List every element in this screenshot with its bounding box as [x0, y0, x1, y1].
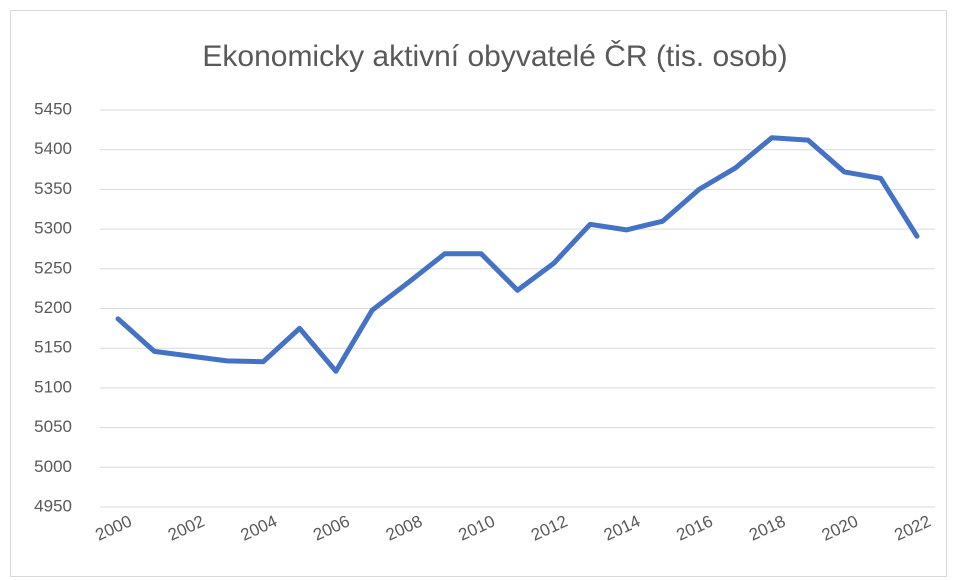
y-tick-label: 5400: [34, 139, 72, 158]
y-tick-label: 5300: [34, 219, 72, 238]
y-tick-label: 5150: [34, 338, 72, 357]
y-tick-label: 5350: [34, 179, 72, 198]
chart-border: [10, 10, 947, 577]
y-tick-label: 5250: [34, 258, 72, 277]
y-tick-label: 5450: [34, 99, 72, 118]
y-tick-label: 5050: [34, 417, 72, 436]
chart-title: Ekonomicky aktivní obyvatelé ČR (tis. os…: [202, 39, 787, 73]
y-tick-label: 5000: [34, 457, 72, 476]
y-tick-label: 4950: [34, 496, 72, 515]
line-series: [115, 135, 920, 374]
y-tick-label: 5200: [34, 298, 72, 317]
y-tick-label: 5100: [34, 377, 72, 396]
